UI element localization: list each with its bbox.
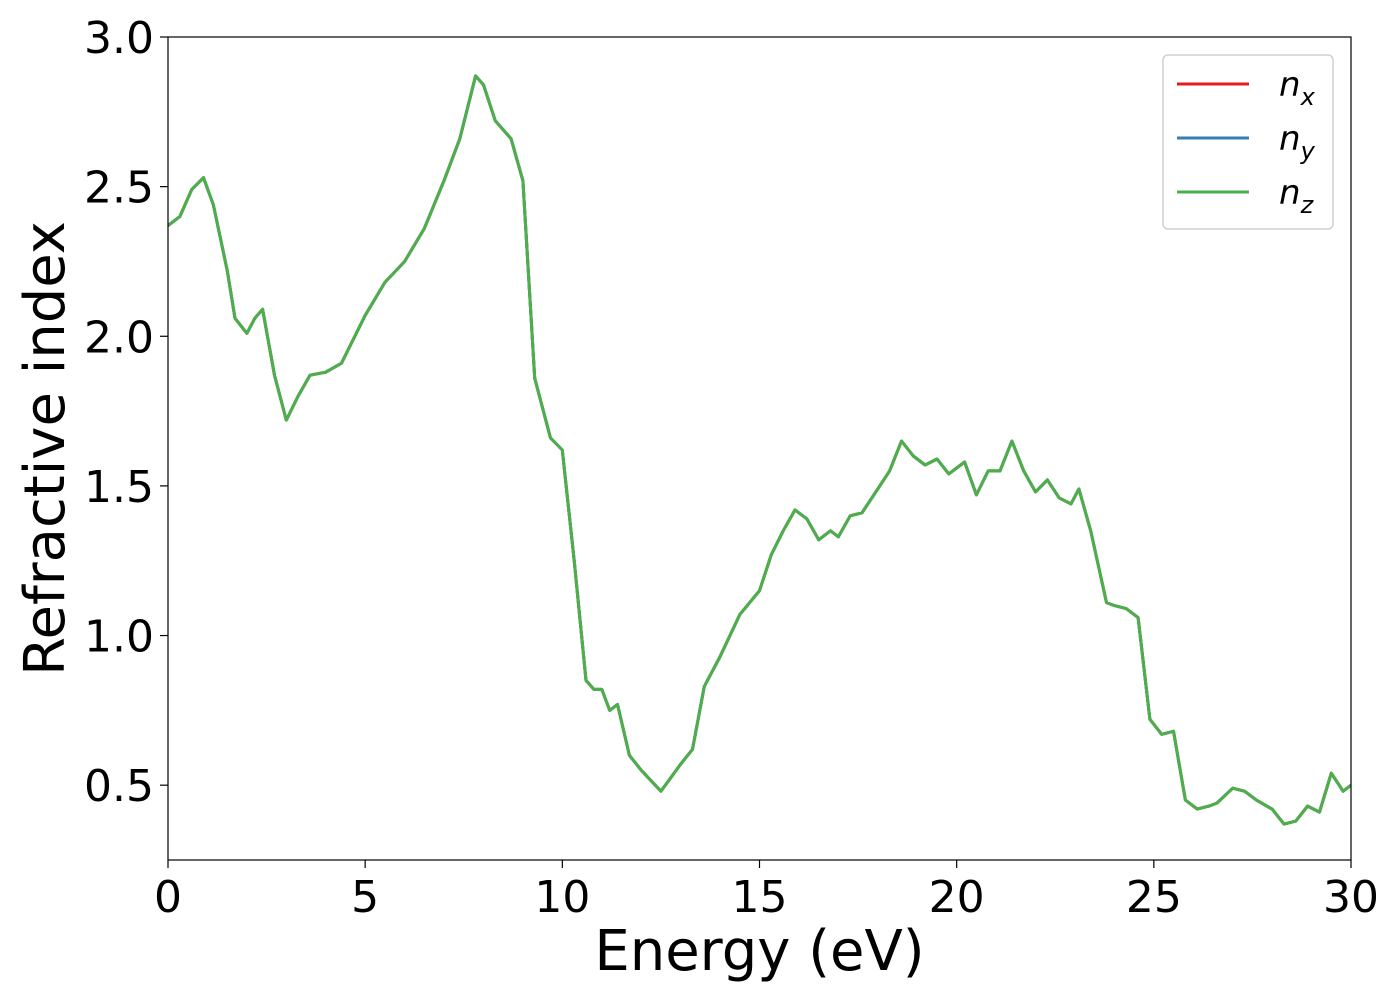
x-tick-label: 15 xyxy=(732,872,788,923)
x-tick-label: 30 xyxy=(1323,872,1379,923)
legend-box xyxy=(1162,54,1334,230)
x-tick-label: 5 xyxy=(351,872,379,923)
x-tick-label: 0 xyxy=(154,872,182,923)
x-tick-label: 25 xyxy=(1126,872,1182,923)
x-axis-title: Energy (eV) xyxy=(594,919,924,984)
y-tick-label: 3.0 xyxy=(84,13,154,64)
legend-label: ny xyxy=(1279,119,1316,165)
y-tick-label: 0.5 xyxy=(84,761,154,812)
y-tick-label: 2.5 xyxy=(84,163,154,214)
x-tick-label: 20 xyxy=(929,872,985,923)
series-layer xyxy=(168,74,1351,826)
legend: nx ny nz xyxy=(1162,54,1334,230)
series-line-3 xyxy=(168,74,1351,826)
y-tick-label: 1.0 xyxy=(84,612,154,663)
x-axis: 0 5 10 15 20 25 30 xyxy=(154,860,1379,923)
y-tick-label: 1.5 xyxy=(84,462,154,513)
y-tick-label: 2.0 xyxy=(84,312,154,363)
y-axis-title: Refractive index xyxy=(13,221,78,676)
y-axis: 0.5 1.0 1.5 2.0 2.5 3.0 xyxy=(84,13,168,812)
x-tick-label: 10 xyxy=(534,872,590,923)
legend-label: nx xyxy=(1279,65,1316,111)
legend-label: nz xyxy=(1279,173,1315,219)
